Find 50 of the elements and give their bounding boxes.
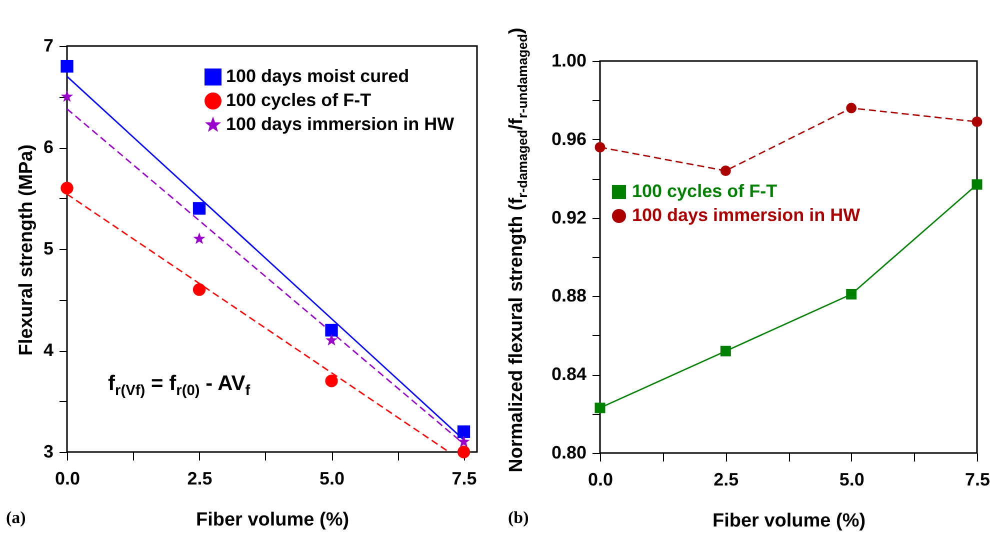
point bbox=[192, 283, 206, 296]
point bbox=[325, 324, 338, 337]
x-tick-label: 7.5 bbox=[452, 468, 477, 488]
point bbox=[192, 202, 206, 215]
point bbox=[972, 116, 982, 127]
x-axis-title: Fiber volume (%) bbox=[712, 510, 866, 532]
legend-label: 100 cycles of F-T bbox=[226, 90, 372, 110]
x-tick-label: 5.0 bbox=[839, 470, 864, 490]
y-tick-label: 1.00 bbox=[551, 50, 586, 70]
legend-label: 100 days immersion in HW bbox=[632, 205, 860, 225]
point bbox=[720, 166, 731, 176]
x-tick-label: 2.5 bbox=[187, 468, 212, 488]
x-tick-label: 7.5 bbox=[964, 470, 990, 490]
legend-label: 100 cycles of F-T bbox=[632, 181, 778, 201]
annotation: f$_{r(Vf)}$ = f$_{r(0)}$ - AV$_{f}$ bbox=[108, 372, 250, 400]
text: (a) bbox=[6, 508, 26, 528]
text: (b) bbox=[508, 508, 529, 528]
point bbox=[594, 142, 606, 152]
point bbox=[720, 346, 731, 356]
y-tick-label: 4 bbox=[43, 340, 54, 360]
y-tick-label: 6 bbox=[43, 137, 54, 157]
y-tick-label: 7 bbox=[43, 36, 54, 56]
x-tick-label: 0.0 bbox=[54, 468, 80, 488]
point bbox=[326, 334, 338, 346]
y-tick-label: 0.92 bbox=[551, 207, 586, 228]
y-tick-label: 0.96 bbox=[551, 128, 586, 149]
legend-label: 100 days moist cured bbox=[226, 66, 410, 86]
point bbox=[457, 446, 470, 458]
point bbox=[60, 60, 74, 73]
x-tick-label: 5.0 bbox=[320, 468, 345, 488]
point bbox=[594, 402, 606, 414]
y-axis-title: Flexural strength (MPa) bbox=[16, 144, 38, 356]
point bbox=[846, 102, 857, 114]
legend-label: 100 days immersion in HW bbox=[226, 114, 454, 134]
y-tick-label: 0.88 bbox=[551, 286, 586, 306]
point bbox=[193, 232, 206, 244]
x-tick-label: 0.0 bbox=[588, 470, 614, 490]
y-tick-label: 3 bbox=[43, 442, 54, 462]
point bbox=[457, 425, 470, 438]
y-tick-label: 0.80 bbox=[551, 442, 586, 462]
x-tick-label: 2.5 bbox=[714, 470, 739, 490]
point bbox=[60, 90, 74, 102]
point bbox=[325, 374, 338, 388]
point bbox=[60, 182, 74, 194]
y-tick-label: 5 bbox=[43, 238, 54, 258]
x-axis-title: Fiber volume (%) bbox=[196, 510, 350, 530]
point bbox=[846, 288, 857, 300]
point bbox=[458, 436, 470, 447]
y-tick-label: 0.84 bbox=[551, 364, 586, 384]
point bbox=[972, 179, 982, 190]
